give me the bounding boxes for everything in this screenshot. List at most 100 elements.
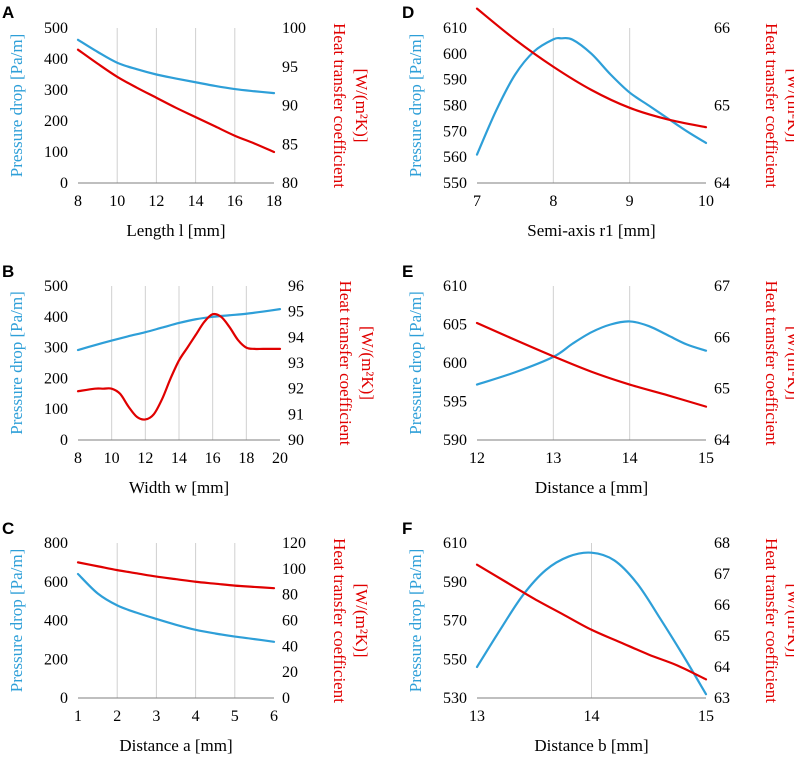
panel-d-right-tick-label: 66 — [714, 20, 730, 37]
panel-e-left-axis-label: Pressure drop [Pa/m] — [406, 291, 425, 435]
panel-e-left-tick-label: 600 — [443, 355, 467, 372]
panel-e-x-tick-label: 15 — [698, 450, 714, 467]
panel-c-right-tick-label: 120 — [282, 535, 306, 552]
panel-a-x-tick-label: 14 — [188, 193, 204, 210]
panel-f-right-tick-label: 65 — [714, 628, 730, 645]
panel-e-x-tick-label: 13 — [545, 450, 561, 467]
panel-e-right-axis-label-line1: Heat transfer coefficient — [762, 281, 781, 446]
panel-b-pressure-drop-line — [76, 308, 282, 352]
panel-b-right-axis-label-line1: Heat transfer coefficient — [336, 281, 355, 446]
panel-b-right-tick-label: 92 — [288, 381, 304, 398]
panel-c-left-tick-label: 600 — [44, 574, 68, 591]
panel-a-left-tick-label: 400 — [44, 51, 68, 68]
panel-b-right-tick-label: 91 — [288, 406, 304, 423]
panel-b-right-tick-label: 96 — [288, 278, 304, 295]
panel-c-right-tick-label: 60 — [282, 613, 298, 630]
panel-b-x-tick-label: 14 — [171, 450, 187, 467]
panel-b-x-tick-label: 20 — [272, 450, 288, 467]
panel-a-left-tick-label: 100 — [44, 144, 68, 161]
panel-a-x-tick-label: 8 — [74, 193, 82, 210]
panel-a-right-tick-label: 100 — [282, 20, 306, 37]
panel-c-left-tick-label: 200 — [44, 651, 68, 668]
panel-c-left-tick-label: 0 — [60, 690, 68, 707]
panel-b-left-tick-label: 200 — [44, 370, 68, 387]
panel-f-left-tick-label: 570 — [443, 613, 467, 630]
panel-a-x-tick-label: 18 — [266, 193, 282, 210]
panel-f-left-axis-label: Pressure drop [Pa/m] — [406, 549, 425, 693]
panel-b-x-tick-label: 10 — [104, 450, 120, 467]
panel-a-left-tick-label: 500 — [44, 20, 68, 37]
panel-e-right-tick-label: 64 — [714, 432, 730, 449]
panel-f-letter: F — [402, 519, 412, 538]
panel-c-left-tick-label: 800 — [44, 535, 68, 552]
panel-e-letter: E — [402, 262, 413, 281]
panel-c-x-tick-label: 1 — [74, 708, 82, 725]
panel-c-heat-transfer-line — [76, 561, 276, 590]
panel-e-left-tick-label: 590 — [443, 432, 467, 449]
panel-c-right-tick-label: 0 — [282, 690, 290, 707]
panel-b-left-tick-label: 300 — [44, 340, 68, 357]
panel-b-x-axis-label: Width w [mm] — [129, 478, 229, 497]
panel-c-right-tick-label: 40 — [282, 638, 298, 655]
panel-b: 8 10 12 14 16 18 20010020030040050090919293949… — [2, 262, 377, 497]
panel-c: 1 2 3 4 5 60200400600800020406080100120Distan… — [2, 519, 371, 755]
panel-d-x-tick-label: 10 — [698, 193, 714, 210]
panel-d-x-tick-label: 7 — [473, 193, 481, 210]
panel-e: 12 13 14 15 590 595 600 605 610 64 65 66 67 Distance … — [402, 262, 794, 497]
panel-b-right-tick-label: 90 — [288, 432, 304, 449]
panel-b-left-tick-label: 0 — [60, 432, 68, 449]
panel-a: 8 10 12 14 16 18 0 100 200 300 400 500 80 85 90 95 100 Le… — [2, 3, 371, 240]
panel-a-left-tick-label: 0 — [60, 175, 68, 192]
panel-c-left-axis-label: Pressure drop [Pa/m] — [7, 549, 26, 693]
panel-e-x-axis-label: Distance a [mm] — [535, 478, 648, 497]
panel-c-x-tick-label: 4 — [192, 708, 200, 725]
panel-c-x-tick-label: 3 — [152, 708, 160, 725]
panel-a-right-axis-label-line2: [W/(m²K)] — [352, 68, 371, 142]
panel-e-x-tick-label: 12 — [469, 450, 485, 467]
panel-a-right-axis-label-line1: Heat transfer coefficient — [330, 23, 349, 188]
panel-b-x-tick-label: 16 — [205, 450, 221, 467]
panel-d-right-tick-label: 64 — [714, 175, 730, 192]
panel-f-right-tick-label: 67 — [714, 566, 730, 583]
panel-c-right-tick-label: 20 — [282, 664, 298, 681]
panel-b-x-tick-label: 18 — [238, 450, 254, 467]
panel-c-right-axis-label-line1: Heat transfer coefficient — [330, 538, 349, 703]
panel-f-right-tick-label: 68 — [714, 535, 730, 552]
panel-e-left-tick-label: 610 — [443, 278, 467, 295]
panel-a-x-tick-label: 16 — [227, 193, 243, 210]
panel-d-left-axis-label: Pressure drop [Pa/m] — [406, 34, 425, 178]
panel-e-x-tick-label: 14 — [622, 450, 638, 467]
panel-d-letter: D — [402, 3, 414, 22]
panel-d-left-tick-label: 570 — [443, 123, 467, 140]
panel-d-right-tick-label: 65 — [714, 98, 730, 115]
panel-a-letter: A — [2, 3, 14, 22]
panel-f-left-tick-label: 530 — [443, 690, 467, 707]
panel-f-x-tick-label: 14 — [584, 708, 600, 725]
panel-b-right-tick-label: 95 — [288, 304, 304, 321]
panel-d-left-tick-label: 550 — [443, 175, 467, 192]
panel-b-heat-transfer-line — [76, 312, 282, 421]
panel-a-x-axis-label: Length l [mm] — [126, 221, 225, 240]
panel-c-right-tick-label: 80 — [282, 587, 298, 604]
panel-f-pressure-drop-line — [475, 551, 708, 696]
panel-a-right-tick-label: 95 — [282, 59, 298, 76]
panel-b-left-tick-label: 400 — [44, 309, 68, 326]
panel-e-right-tick-label: 66 — [714, 329, 730, 346]
panel-f-x-axis-label: Distance b [mm] — [534, 736, 648, 755]
panel-f: 13 14 15 530 550 570 590 610 63 64 65 66 67 68 Distanc… — [402, 519, 794, 755]
panel-f-heat-transfer-line — [475, 563, 708, 681]
panel-a-left-axis-label: Pressure drop [Pa/m] — [7, 34, 26, 178]
panel-e-left-tick-label: 605 — [443, 317, 467, 334]
panel-f-x-tick-label: 15 — [698, 708, 714, 725]
panel-c-right-axis-label-line2: [W/(m²K)] — [352, 583, 371, 657]
panel-c-x-tick-label: 2 — [113, 708, 121, 725]
panel-e-heat-transfer-line — [475, 321, 708, 408]
panel-c-letter: C — [2, 519, 14, 538]
panel-b-left-tick-label: 500 — [44, 278, 68, 295]
panel-b-letter: B — [2, 262, 14, 281]
panel-b-x-tick-label: 12 — [137, 450, 153, 467]
panel-a-right-tick-label: 80 — [282, 175, 298, 192]
panel-f-left-tick-label: 550 — [443, 651, 467, 668]
panel-f-right-axis-label-line1: Heat transfer coefficient — [762, 538, 781, 703]
